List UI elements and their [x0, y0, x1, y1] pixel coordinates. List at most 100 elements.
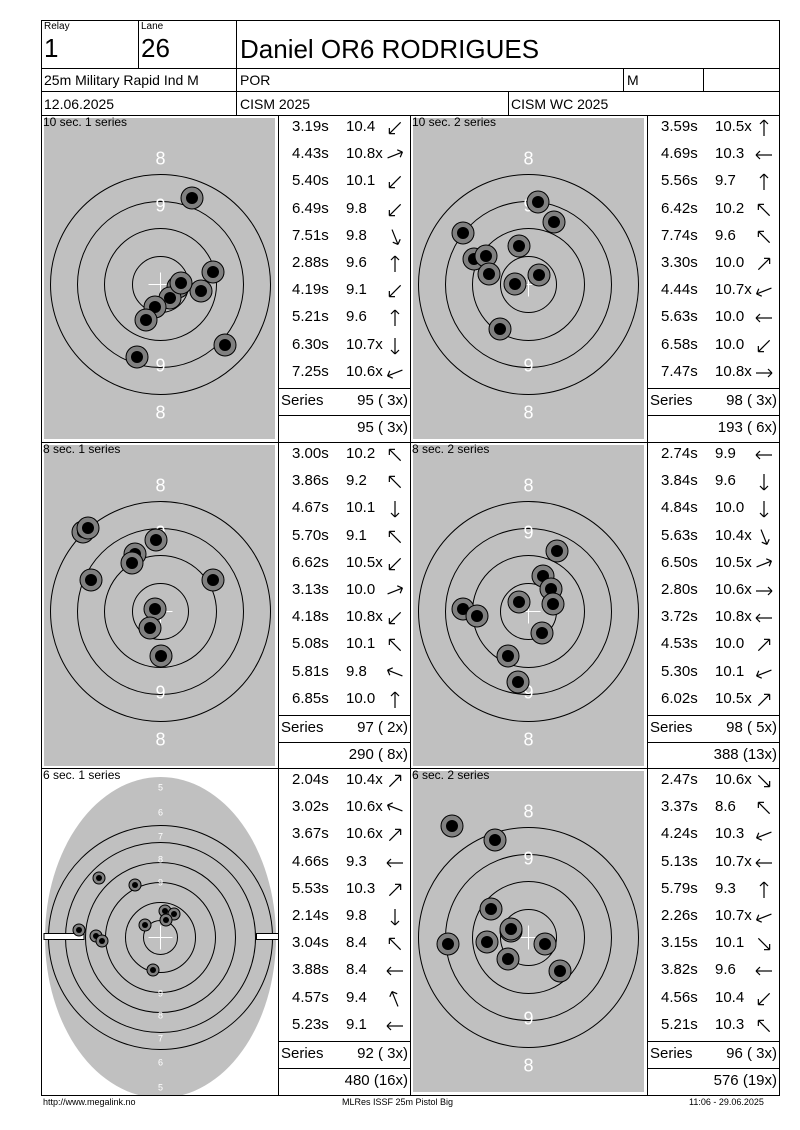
direction-arrow-icon — [759, 881, 769, 898]
shot-hole — [213, 333, 237, 357]
shot-score: 9.6 — [715, 472, 736, 490]
shot-row: 5.21s 10.3 — [647, 1016, 779, 1036]
shot-score: 10.0 — [715, 499, 745, 517]
shot-score: 10.4x — [715, 526, 752, 544]
shot-score: 9.8 — [346, 662, 367, 680]
shot-score: 9.7 — [715, 172, 736, 190]
direction-arrow-icon — [388, 121, 402, 135]
shot-time: 5.70s — [292, 526, 329, 544]
shot-hole — [138, 616, 162, 640]
shot-hole — [149, 644, 173, 668]
direction-arrow-icon — [387, 802, 403, 812]
shot-time: 7.25s — [292, 362, 329, 380]
relay-label: Relay — [44, 21, 70, 32]
shot-hole — [72, 923, 86, 937]
shot-hole — [545, 539, 569, 563]
shot-hole — [189, 279, 213, 303]
shot-score: 9.6 — [346, 254, 367, 271]
shot-time: 4.43s — [292, 145, 329, 163]
direction-arrow-icon — [390, 691, 400, 708]
shot-row: 5.30s 10.1 — [647, 663, 779, 683]
shot-row: 6.42s 10.2 — [647, 200, 779, 220]
shot-hole — [138, 918, 152, 932]
direction-arrow-icon — [388, 285, 402, 298]
shot-row: 2.88s 9.6 — [278, 254, 410, 274]
direction-arrow-icon — [388, 829, 402, 842]
direction-arrow-icon — [390, 255, 400, 272]
shot-row: 4.24s 10.3 — [647, 825, 779, 845]
shot-score: 8.4 — [346, 961, 367, 979]
ring-label: 6 — [158, 1058, 163, 1068]
shot-time: 4.69s — [661, 145, 698, 163]
series-label: Series — [650, 392, 693, 409]
series-score: 95 ( 3x) — [357, 392, 408, 409]
direction-arrow-icon — [386, 966, 403, 976]
shot-row: 3.67s 10.6x — [278, 825, 410, 845]
shot-time: 3.84s — [661, 472, 698, 490]
series-title: 8 sec. 2 series — [412, 442, 490, 456]
direction-arrow-icon — [757, 992, 771, 1005]
shot-row: 5.21s 9.6 — [278, 308, 410, 328]
shot-score: 10.5x — [715, 118, 752, 135]
direction-arrow-icon — [388, 557, 402, 571]
direction-arrow-icon — [757, 801, 771, 815]
shot-hole — [144, 528, 168, 552]
shot-row: 7.74s 9.6 — [647, 227, 779, 247]
shot-time: 3.67s — [292, 825, 329, 843]
shot-time: 4.19s — [292, 281, 329, 299]
direction-arrow-icon — [756, 586, 773, 596]
shot-row: 5.79s 9.3 — [647, 880, 779, 900]
shot-score: 10.1 — [715, 662, 745, 680]
shot-time: 3.59s — [661, 118, 698, 135]
shot-hole — [499, 917, 523, 941]
footer-software: MLRes ISSF 25m Pistol Big — [342, 1097, 454, 1107]
shot-time: 4.56s — [661, 988, 698, 1006]
footer-url[interactable]: http://www.megalink.no — [43, 1097, 136, 1107]
ring-label: 8 — [155, 403, 165, 423]
direction-arrow-icon — [755, 613, 772, 623]
direction-arrow-icon — [388, 883, 402, 896]
shot-time: 3.15s — [661, 934, 698, 952]
direction-arrow-icon — [388, 448, 402, 462]
target-6: 8 9 9 8 — [413, 771, 644, 1092]
series-title: 6 sec. 2 series — [412, 768, 490, 782]
lane-value: 26 — [141, 33, 170, 63]
shot-time: 5.21s — [661, 1015, 698, 1033]
shot-score: 10.5x — [346, 553, 383, 571]
shot-time: 4.44s — [661, 281, 698, 299]
shot-time: 2.47s — [661, 771, 698, 788]
shot-time: 6.42s — [661, 199, 698, 217]
target-ring — [445, 528, 612, 695]
shot-time: 3.86s — [292, 472, 329, 490]
direction-arrow-icon — [388, 639, 402, 652]
shot-score: 10.1 — [346, 172, 376, 190]
shot-row: 2.47s 10.6x — [647, 771, 779, 791]
shot-time: 6.58s — [661, 335, 698, 353]
event-name: 25m Military Rapid Ind M — [44, 72, 199, 88]
series-score: 92 ( 3x) — [357, 1045, 408, 1062]
shot-time: 5.13s — [661, 852, 698, 870]
shot-hole — [180, 186, 204, 210]
shot-time: 3.00s — [292, 445, 329, 462]
direction-arrow-icon — [390, 337, 400, 355]
shot-time: 6.49s — [292, 199, 329, 217]
direction-arrow-icon — [387, 666, 403, 677]
shot-hole — [159, 913, 173, 927]
shot-score: 10.6x — [715, 771, 752, 788]
ring-label: 7 — [158, 1034, 163, 1044]
shot-row: 5.13s 10.7x — [647, 853, 779, 873]
target-ring — [85, 862, 236, 1013]
ring-label: 9 — [155, 356, 165, 376]
shot-row: 3.30s 10.0 — [647, 254, 779, 274]
shot-score: 10.4 — [715, 988, 745, 1006]
direction-arrow-icon — [759, 173, 769, 191]
shot-row: 4.67s 10.1 — [278, 499, 410, 519]
shot-hole — [451, 221, 475, 245]
shot-hole — [440, 814, 464, 838]
shot-row: 7.25s 10.6x — [278, 363, 410, 383]
shot-time: 5.63s — [661, 526, 698, 544]
shot-score: 9.3 — [715, 879, 736, 897]
ring-label: 8 — [158, 855, 163, 865]
